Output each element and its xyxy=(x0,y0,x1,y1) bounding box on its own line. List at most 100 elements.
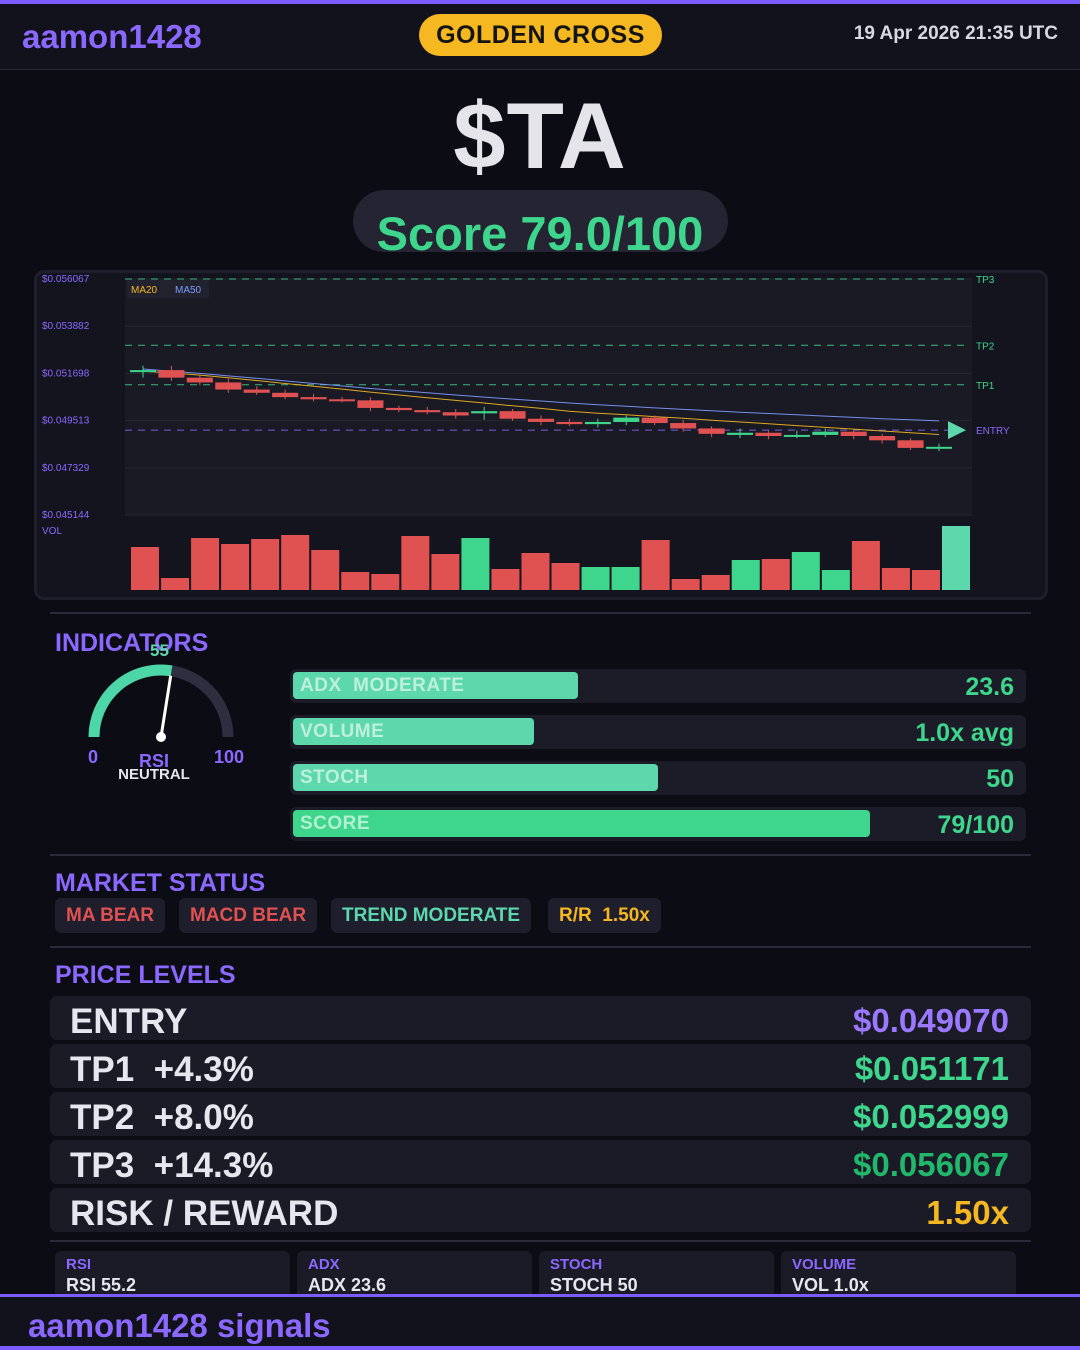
bar-fill xyxy=(293,672,578,699)
status-chip-rr: R/R 1.50x xyxy=(548,898,661,933)
top-accent-bar xyxy=(0,0,1080,4)
stat-label: VOLUME xyxy=(792,1256,857,1273)
candle-body xyxy=(727,432,753,435)
bar-value: 50 xyxy=(986,765,1014,793)
bar-label: SCORE xyxy=(300,813,371,834)
candle-body xyxy=(414,410,441,413)
candle-body xyxy=(329,399,355,402)
stat-card-stoch: STOCH STOCH 50 xyxy=(539,1251,774,1295)
gauge-max: 100 xyxy=(214,747,244,767)
y-tick-label: $0.045144 xyxy=(42,510,90,521)
stat-value: ADX 23.6 xyxy=(308,1275,387,1295)
volume-bar xyxy=(581,567,610,590)
volume-bar xyxy=(521,553,550,590)
level-row-tp2: TP2 +8.0% $0.052999 xyxy=(50,1092,1031,1137)
candle-body xyxy=(812,431,839,435)
candle-body xyxy=(158,370,185,378)
ticker-symbol: $TA xyxy=(453,83,627,188)
bar-label: VOLUME xyxy=(300,721,385,742)
ma20-line xyxy=(142,370,940,435)
price-chart: $0.056067 $0.053882 $0.051698 $0.049513 $0.0… xyxy=(42,274,1010,590)
candle-body xyxy=(499,411,526,419)
level-label: ENTRY xyxy=(70,1002,188,1041)
candle-body xyxy=(300,397,327,400)
market-status-title: MARKET STATUS xyxy=(55,869,266,897)
y-tick-label: $0.056067 xyxy=(42,274,90,285)
level-row-tp1: TP1 +4.3% $0.051171 xyxy=(50,1044,1031,1089)
volume-bar xyxy=(371,574,400,590)
timestamp: 19 Apr 2026 21:35 UTC xyxy=(853,23,1058,44)
volume-bar xyxy=(671,579,700,590)
candle-body xyxy=(215,382,242,390)
status-chip-ma: MA BEAR xyxy=(55,898,165,933)
legend-box xyxy=(127,280,209,298)
candle-body xyxy=(613,417,640,422)
volume-bar xyxy=(761,559,790,590)
level-label: ENTRY xyxy=(976,426,1010,437)
stat-card-rsi: RSI RSI 55.2 xyxy=(55,1251,290,1295)
gauge-fill xyxy=(88,664,173,738)
divider xyxy=(50,854,1031,856)
stat-value: STOCH 50 xyxy=(550,1275,638,1295)
volume-bar xyxy=(461,538,490,590)
level-label: TP1 +4.3% xyxy=(70,1050,254,1089)
indicators-title: INDICATORS xyxy=(55,629,209,657)
bar-fill xyxy=(293,764,658,791)
legend-ma50: MA50 xyxy=(175,285,202,296)
y-tick-label: $0.053882 xyxy=(42,321,90,332)
volume-bar xyxy=(731,560,760,590)
stat-card-volume: VOLUME VOL 1.0x xyxy=(781,1251,1016,1295)
candle-body xyxy=(641,417,668,424)
candle-body xyxy=(840,431,867,437)
level-value: $0.049070 xyxy=(853,1002,1009,1039)
candle-body xyxy=(357,400,384,408)
y-tick-label: $0.049513 xyxy=(42,416,90,427)
indicator-bar-stoch: STOCH 50 xyxy=(290,761,1026,795)
volume-bar xyxy=(281,535,310,590)
volume-bar xyxy=(131,547,159,590)
candle-body xyxy=(926,446,952,449)
status-chip-macd: MACD BEAR xyxy=(179,898,318,933)
plot-area xyxy=(125,279,972,515)
volume-bar xyxy=(161,578,190,590)
level-label: TP2 +8.0% xyxy=(70,1098,254,1137)
rsi-gauge: 55 0 100 RSI NEUTRAL xyxy=(88,641,244,783)
candle-body xyxy=(897,440,924,448)
volume-bar xyxy=(911,570,940,590)
rsi-value: 55 xyxy=(150,641,169,660)
candle-body xyxy=(783,434,810,437)
stat-label: STOCH xyxy=(550,1256,603,1273)
divider xyxy=(50,612,1031,614)
y-tick-label: $0.047329 xyxy=(42,463,90,474)
candle-body xyxy=(556,421,583,425)
stat-card-adx: ADX ADX 23.6 xyxy=(297,1251,532,1295)
level-value: $0.056067 xyxy=(853,1146,1009,1183)
gauge-pivot xyxy=(156,732,166,742)
candle-body xyxy=(471,411,498,414)
volume-bar xyxy=(221,544,250,590)
entry-arrow-icon xyxy=(948,421,966,440)
volume-bar xyxy=(701,575,730,590)
ma50-line xyxy=(142,368,940,422)
rsi-label: RSI xyxy=(139,751,169,771)
stat-label: ADX xyxy=(308,1256,340,1273)
bar-fill xyxy=(293,718,534,745)
bar-label: STOCH xyxy=(300,767,369,788)
indicator-bar-score: SCORE 79/100 xyxy=(290,807,1026,841)
level-row-risk-reward: RISK / REWARD 1.50x xyxy=(50,1188,1031,1233)
footer-text: aamon1428 signals xyxy=(28,1307,331,1344)
level-row-tp3: TP3 +14.3% $0.056067 xyxy=(50,1140,1031,1185)
divider xyxy=(50,1240,1031,1242)
bar-value: 23.6 xyxy=(965,673,1014,701)
candle-body xyxy=(755,432,782,437)
price-levels-title: PRICE LEVELS xyxy=(55,961,236,989)
stat-value: VOL 1.0x xyxy=(792,1275,869,1295)
volume-label: VOL xyxy=(42,526,62,537)
level-value: $0.051171 xyxy=(854,1050,1009,1087)
level-value: $0.052999 xyxy=(853,1098,1009,1135)
volume-bar xyxy=(341,572,370,590)
bar-label: ADX MODERATE xyxy=(300,675,465,696)
level-row-entry: ENTRY $0.049070 xyxy=(50,996,1031,1041)
gauge-track xyxy=(88,664,234,738)
stat-value: RSI 55.2 xyxy=(66,1275,137,1295)
